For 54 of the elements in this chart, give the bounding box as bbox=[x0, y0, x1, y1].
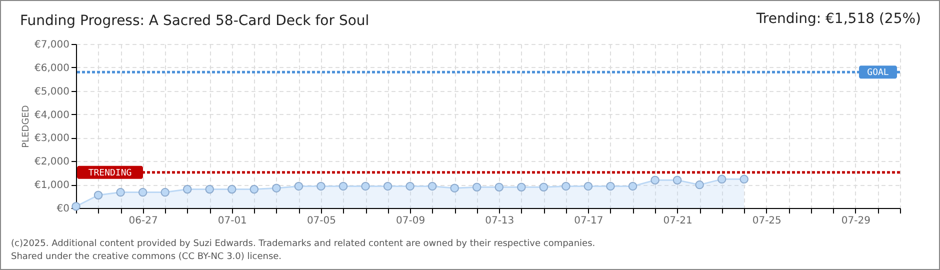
point bbox=[562, 182, 570, 191]
point bbox=[205, 184, 214, 194]
point bbox=[539, 182, 548, 192]
point bbox=[672, 176, 682, 184]
point bbox=[228, 184, 236, 194]
x-tick-label: 07-13 bbox=[485, 216, 514, 226]
y-tick-label: €1,000 bbox=[34, 180, 70, 192]
point bbox=[650, 176, 660, 184]
x-tick-label: 07-29 bbox=[841, 216, 870, 226]
x-tick-label: 07-01 bbox=[218, 216, 247, 226]
point bbox=[138, 188, 148, 197]
point bbox=[450, 184, 459, 192]
y-tick-label: €7,000 bbox=[34, 40, 70, 50]
point bbox=[383, 182, 392, 191]
point bbox=[494, 182, 504, 192]
text: Trending: €1,518 (25%) bbox=[756, 11, 921, 27]
ref-line-label: TRENDING bbox=[88, 168, 132, 178]
point bbox=[294, 182, 304, 191]
point bbox=[94, 190, 103, 200]
point bbox=[272, 184, 281, 192]
y-tick-label: €3,000 bbox=[34, 133, 70, 144]
point bbox=[717, 174, 726, 184]
chart-title: Funding Progress: A Sacred 58-Card Deck for Soul bbox=[20, 13, 370, 29]
point bbox=[517, 182, 526, 192]
x-tick-label: 07-09 bbox=[396, 216, 426, 226]
x-tick-label: 06-27 bbox=[128, 216, 158, 226]
y-tick-label: €6,000 bbox=[34, 62, 70, 74]
x-tick-label: 07-17 bbox=[574, 216, 604, 226]
point bbox=[428, 182, 437, 191]
text: (c)2025. Additional content provided by Suzi Edwards. Trademarks and related content are owned by their respective companies. bbox=[11, 239, 596, 249]
point bbox=[740, 174, 748, 184]
ref-line-label: GOAL bbox=[867, 68, 889, 78]
point bbox=[116, 188, 125, 197]
y-tick-label: €4,000 bbox=[34, 110, 70, 121]
point bbox=[316, 182, 326, 191]
point bbox=[628, 182, 638, 191]
point bbox=[160, 188, 170, 197]
point bbox=[338, 182, 348, 191]
y-tick-label: €2,000 bbox=[34, 156, 70, 168]
x-tick-label: 07-25 bbox=[752, 216, 782, 226]
y-tick-label: €5,000 bbox=[34, 86, 70, 98]
point bbox=[406, 182, 414, 191]
y-tick-label: €0 bbox=[56, 204, 70, 214]
point bbox=[584, 182, 593, 191]
point bbox=[472, 182, 482, 192]
point bbox=[182, 184, 192, 194]
point bbox=[606, 182, 615, 191]
point bbox=[361, 182, 370, 191]
point bbox=[695, 180, 704, 190]
point bbox=[250, 184, 259, 194]
text: Shared under the creative commons (CC BY-NC 3.0) license. bbox=[11, 252, 282, 262]
x-tick-label: 07-05 bbox=[306, 216, 336, 226]
x-tick-label: 07-21 bbox=[663, 216, 692, 226]
y-axis-title: PLEDGED bbox=[22, 105, 32, 148]
